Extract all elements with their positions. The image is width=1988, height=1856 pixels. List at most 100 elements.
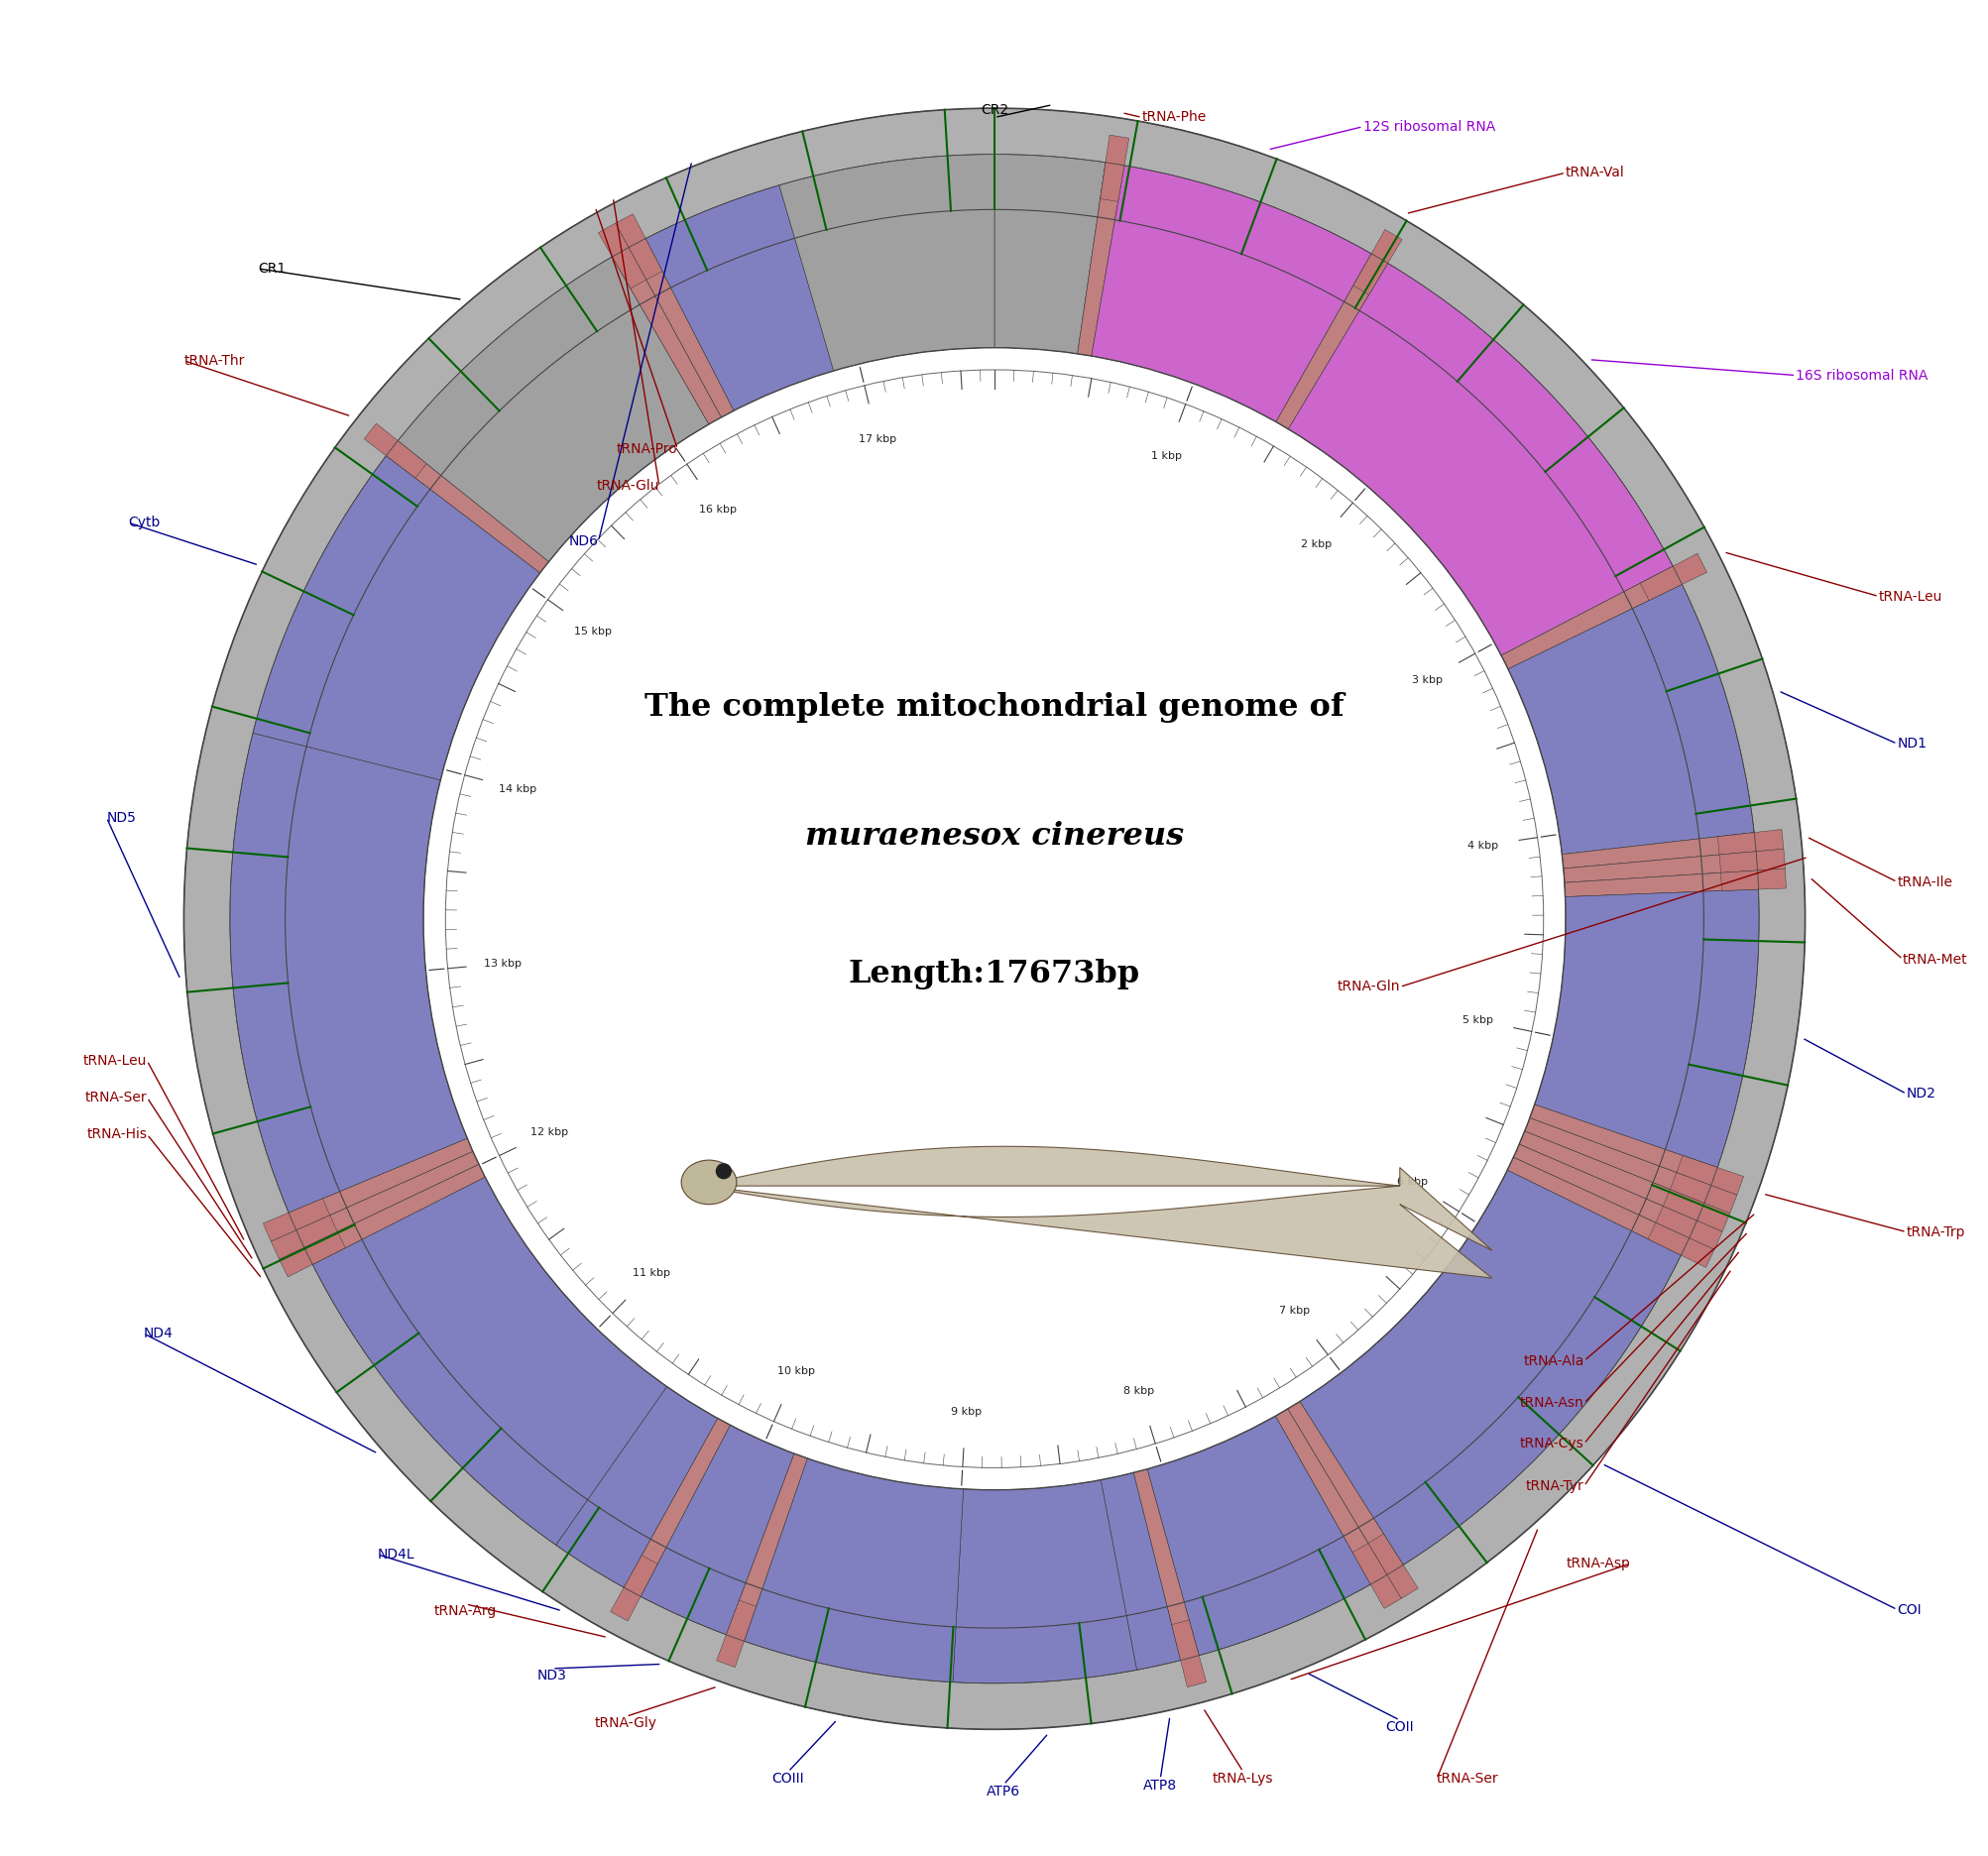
Wedge shape xyxy=(1286,1401,1404,1576)
Wedge shape xyxy=(1654,1206,1722,1249)
Wedge shape xyxy=(612,247,722,425)
Text: 14 kbp: 14 kbp xyxy=(499,785,537,794)
Text: ATP8: ATP8 xyxy=(1143,1780,1177,1793)
Wedge shape xyxy=(1099,1472,1181,1670)
Text: tRNA-Gln: tRNA-Gln xyxy=(1336,980,1400,995)
Text: 5 kbp: 5 kbp xyxy=(1461,1015,1493,1025)
Text: tRNA-Leu: tRNA-Leu xyxy=(1879,590,1942,603)
Wedge shape xyxy=(1563,852,1757,883)
Wedge shape xyxy=(952,1479,1137,1683)
Text: ATP6: ATP6 xyxy=(986,1785,1020,1798)
Wedge shape xyxy=(1561,833,1755,869)
Wedge shape xyxy=(1648,1223,1714,1268)
Text: tRNA-Asn: tRNA-Asn xyxy=(1519,1396,1582,1411)
Wedge shape xyxy=(1352,230,1402,295)
Text: The complete mitochondrial genome of: The complete mitochondrial genome of xyxy=(644,692,1344,722)
Text: 4 kbp: 4 kbp xyxy=(1467,841,1497,850)
Wedge shape xyxy=(1276,254,1388,429)
Wedge shape xyxy=(296,1151,479,1247)
Text: 7 kbp: 7 kbp xyxy=(1278,1307,1310,1316)
Text: tRNA-Glu: tRNA-Glu xyxy=(596,479,658,494)
Text: tRNA-Tyr: tRNA-Tyr xyxy=(1525,1479,1582,1492)
Wedge shape xyxy=(555,1386,718,1587)
Text: tRNA-Arg: tRNA-Arg xyxy=(433,1604,497,1618)
Wedge shape xyxy=(231,733,467,1212)
Wedge shape xyxy=(1133,1470,1199,1661)
Text: 12 kbp: 12 kbp xyxy=(531,1127,569,1136)
Wedge shape xyxy=(183,108,1805,1730)
Wedge shape xyxy=(994,154,1105,354)
Wedge shape xyxy=(1368,1533,1417,1598)
Wedge shape xyxy=(252,457,541,780)
Wedge shape xyxy=(1519,1130,1704,1221)
Wedge shape xyxy=(262,1199,330,1242)
Wedge shape xyxy=(1513,1145,1696,1238)
Text: 10 kbp: 10 kbp xyxy=(777,1366,815,1375)
Text: tRNA-Met: tRNA-Met xyxy=(1903,952,1966,967)
Wedge shape xyxy=(278,1232,346,1277)
Wedge shape xyxy=(1720,869,1785,891)
Text: 9 kbp: 9 kbp xyxy=(950,1407,980,1416)
Wedge shape xyxy=(1718,830,1783,854)
Text: ND2: ND2 xyxy=(1906,1088,1934,1101)
Wedge shape xyxy=(398,256,708,562)
Text: Cytb: Cytb xyxy=(129,516,161,529)
Ellipse shape xyxy=(682,1160,736,1205)
Text: tRNA-His: tRNA-His xyxy=(87,1127,147,1141)
Text: 11 kbp: 11 kbp xyxy=(632,1268,670,1279)
Text: ND5: ND5 xyxy=(107,811,135,824)
Text: tRNA-Cys: tRNA-Cys xyxy=(1519,1437,1582,1451)
Text: tRNA-Thr: tRNA-Thr xyxy=(183,354,245,367)
Wedge shape xyxy=(1507,1158,1688,1255)
Text: tRNA-Leu: tRNA-Leu xyxy=(83,1054,147,1067)
Text: tRNA-Asp: tRNA-Asp xyxy=(1565,1557,1630,1570)
Wedge shape xyxy=(1147,1416,1370,1656)
Text: Length:17673bp: Length:17673bp xyxy=(849,960,1139,989)
Wedge shape xyxy=(1352,1542,1400,1609)
Text: 16S ribosomal RNA: 16S ribosomal RNA xyxy=(1795,367,1926,382)
Wedge shape xyxy=(598,223,646,290)
Wedge shape xyxy=(1529,1104,1718,1186)
Wedge shape xyxy=(1507,585,1753,854)
Text: 17 kbp: 17 kbp xyxy=(859,434,897,444)
Wedge shape xyxy=(1171,1620,1207,1687)
Text: muraenesox cinereus: muraenesox cinereus xyxy=(805,820,1183,852)
Wedge shape xyxy=(1535,889,1757,1167)
Text: ND1: ND1 xyxy=(1897,737,1926,750)
Text: CR2: CR2 xyxy=(980,104,1008,117)
Polygon shape xyxy=(700,1147,1491,1279)
Wedge shape xyxy=(1099,135,1129,202)
Text: ND4L: ND4L xyxy=(378,1548,414,1561)
Wedge shape xyxy=(1670,1173,1736,1214)
Text: 16 kbp: 16 kbp xyxy=(698,505,736,514)
Wedge shape xyxy=(1091,165,1372,421)
Text: 6 kbp: 6 kbp xyxy=(1396,1177,1427,1188)
Text: tRNA-Val: tRNA-Val xyxy=(1565,165,1624,180)
Wedge shape xyxy=(1288,264,1672,655)
Wedge shape xyxy=(1525,1117,1710,1203)
Text: tRNA-Ser: tRNA-Ser xyxy=(85,1091,147,1104)
Wedge shape xyxy=(1501,566,1682,668)
Text: ND4: ND4 xyxy=(143,1327,173,1340)
Wedge shape xyxy=(386,440,549,574)
Wedge shape xyxy=(1640,553,1706,601)
Wedge shape xyxy=(716,1600,755,1667)
Wedge shape xyxy=(726,1453,807,1641)
Text: tRNA-Ala: tRNA-Ala xyxy=(1523,1355,1582,1368)
Text: 13 kbp: 13 kbp xyxy=(483,958,521,969)
Circle shape xyxy=(716,1164,732,1179)
Text: 12S ribosomal RNA: 12S ribosomal RNA xyxy=(1362,119,1495,134)
Wedge shape xyxy=(1274,1409,1386,1585)
Text: tRNA-Lys: tRNA-Lys xyxy=(1213,1772,1272,1785)
Wedge shape xyxy=(312,1177,666,1544)
Wedge shape xyxy=(614,213,662,280)
Wedge shape xyxy=(1676,1156,1743,1195)
Text: 1 kbp: 1 kbp xyxy=(1151,451,1181,460)
Text: COII: COII xyxy=(1386,1721,1413,1734)
Text: COIII: COIII xyxy=(771,1772,803,1785)
Text: ND6: ND6 xyxy=(569,535,598,548)
Wedge shape xyxy=(610,1555,658,1620)
Text: tRNA-Trp: tRNA-Trp xyxy=(1906,1225,1964,1240)
Wedge shape xyxy=(1718,848,1783,872)
Text: 2 kbp: 2 kbp xyxy=(1300,540,1332,549)
